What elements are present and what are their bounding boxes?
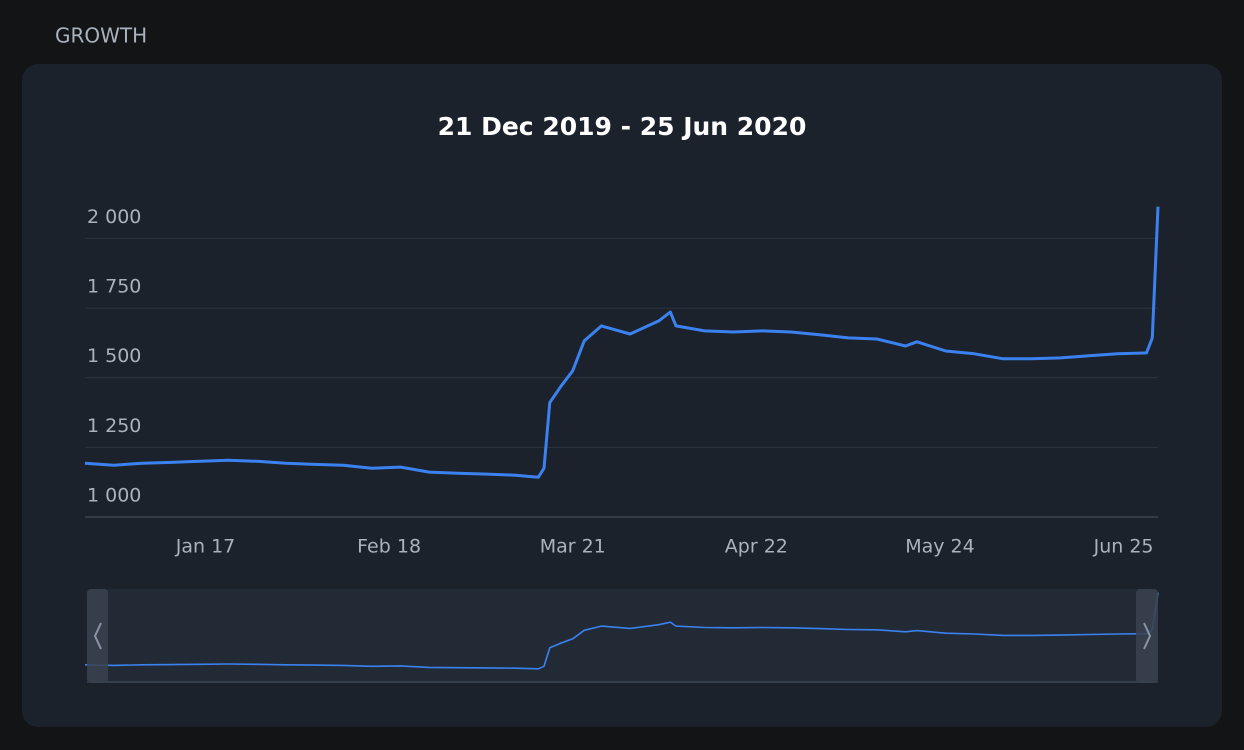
navigator-handle-right[interactable]	[1136, 589, 1158, 683]
y-tick-label: 1 500	[87, 345, 141, 367]
x-tick-label: Apr 22	[725, 536, 788, 558]
x-tick-label: Jun 25	[1093, 536, 1154, 558]
y-tick-label: 1 000	[87, 485, 141, 507]
x-tick-label: Mar 21	[540, 536, 606, 558]
series-line	[84, 206, 1160, 479]
navigator-line	[84, 592, 1159, 670]
y-tick-label: 2 000	[87, 206, 141, 228]
x-tick-label: Feb 18	[357, 536, 421, 558]
y-tick-label: 1 250	[87, 415, 141, 437]
chart-title: 21 Dec 2019 - 25 Jun 2020	[438, 112, 807, 141]
x-tick-label: Jan 17	[175, 536, 236, 558]
card	[22, 64, 1222, 727]
navigator-handle-left[interactable]	[87, 589, 108, 683]
navigator[interactable]	[87, 589, 1158, 683]
chevron-right	[1143, 622, 1152, 650]
section-heading: GROWTH	[55, 24, 147, 48]
y-tick-label: 1 750	[87, 276, 141, 298]
chevron-left	[93, 622, 102, 650]
x-tick-label: May 24	[905, 536, 975, 558]
